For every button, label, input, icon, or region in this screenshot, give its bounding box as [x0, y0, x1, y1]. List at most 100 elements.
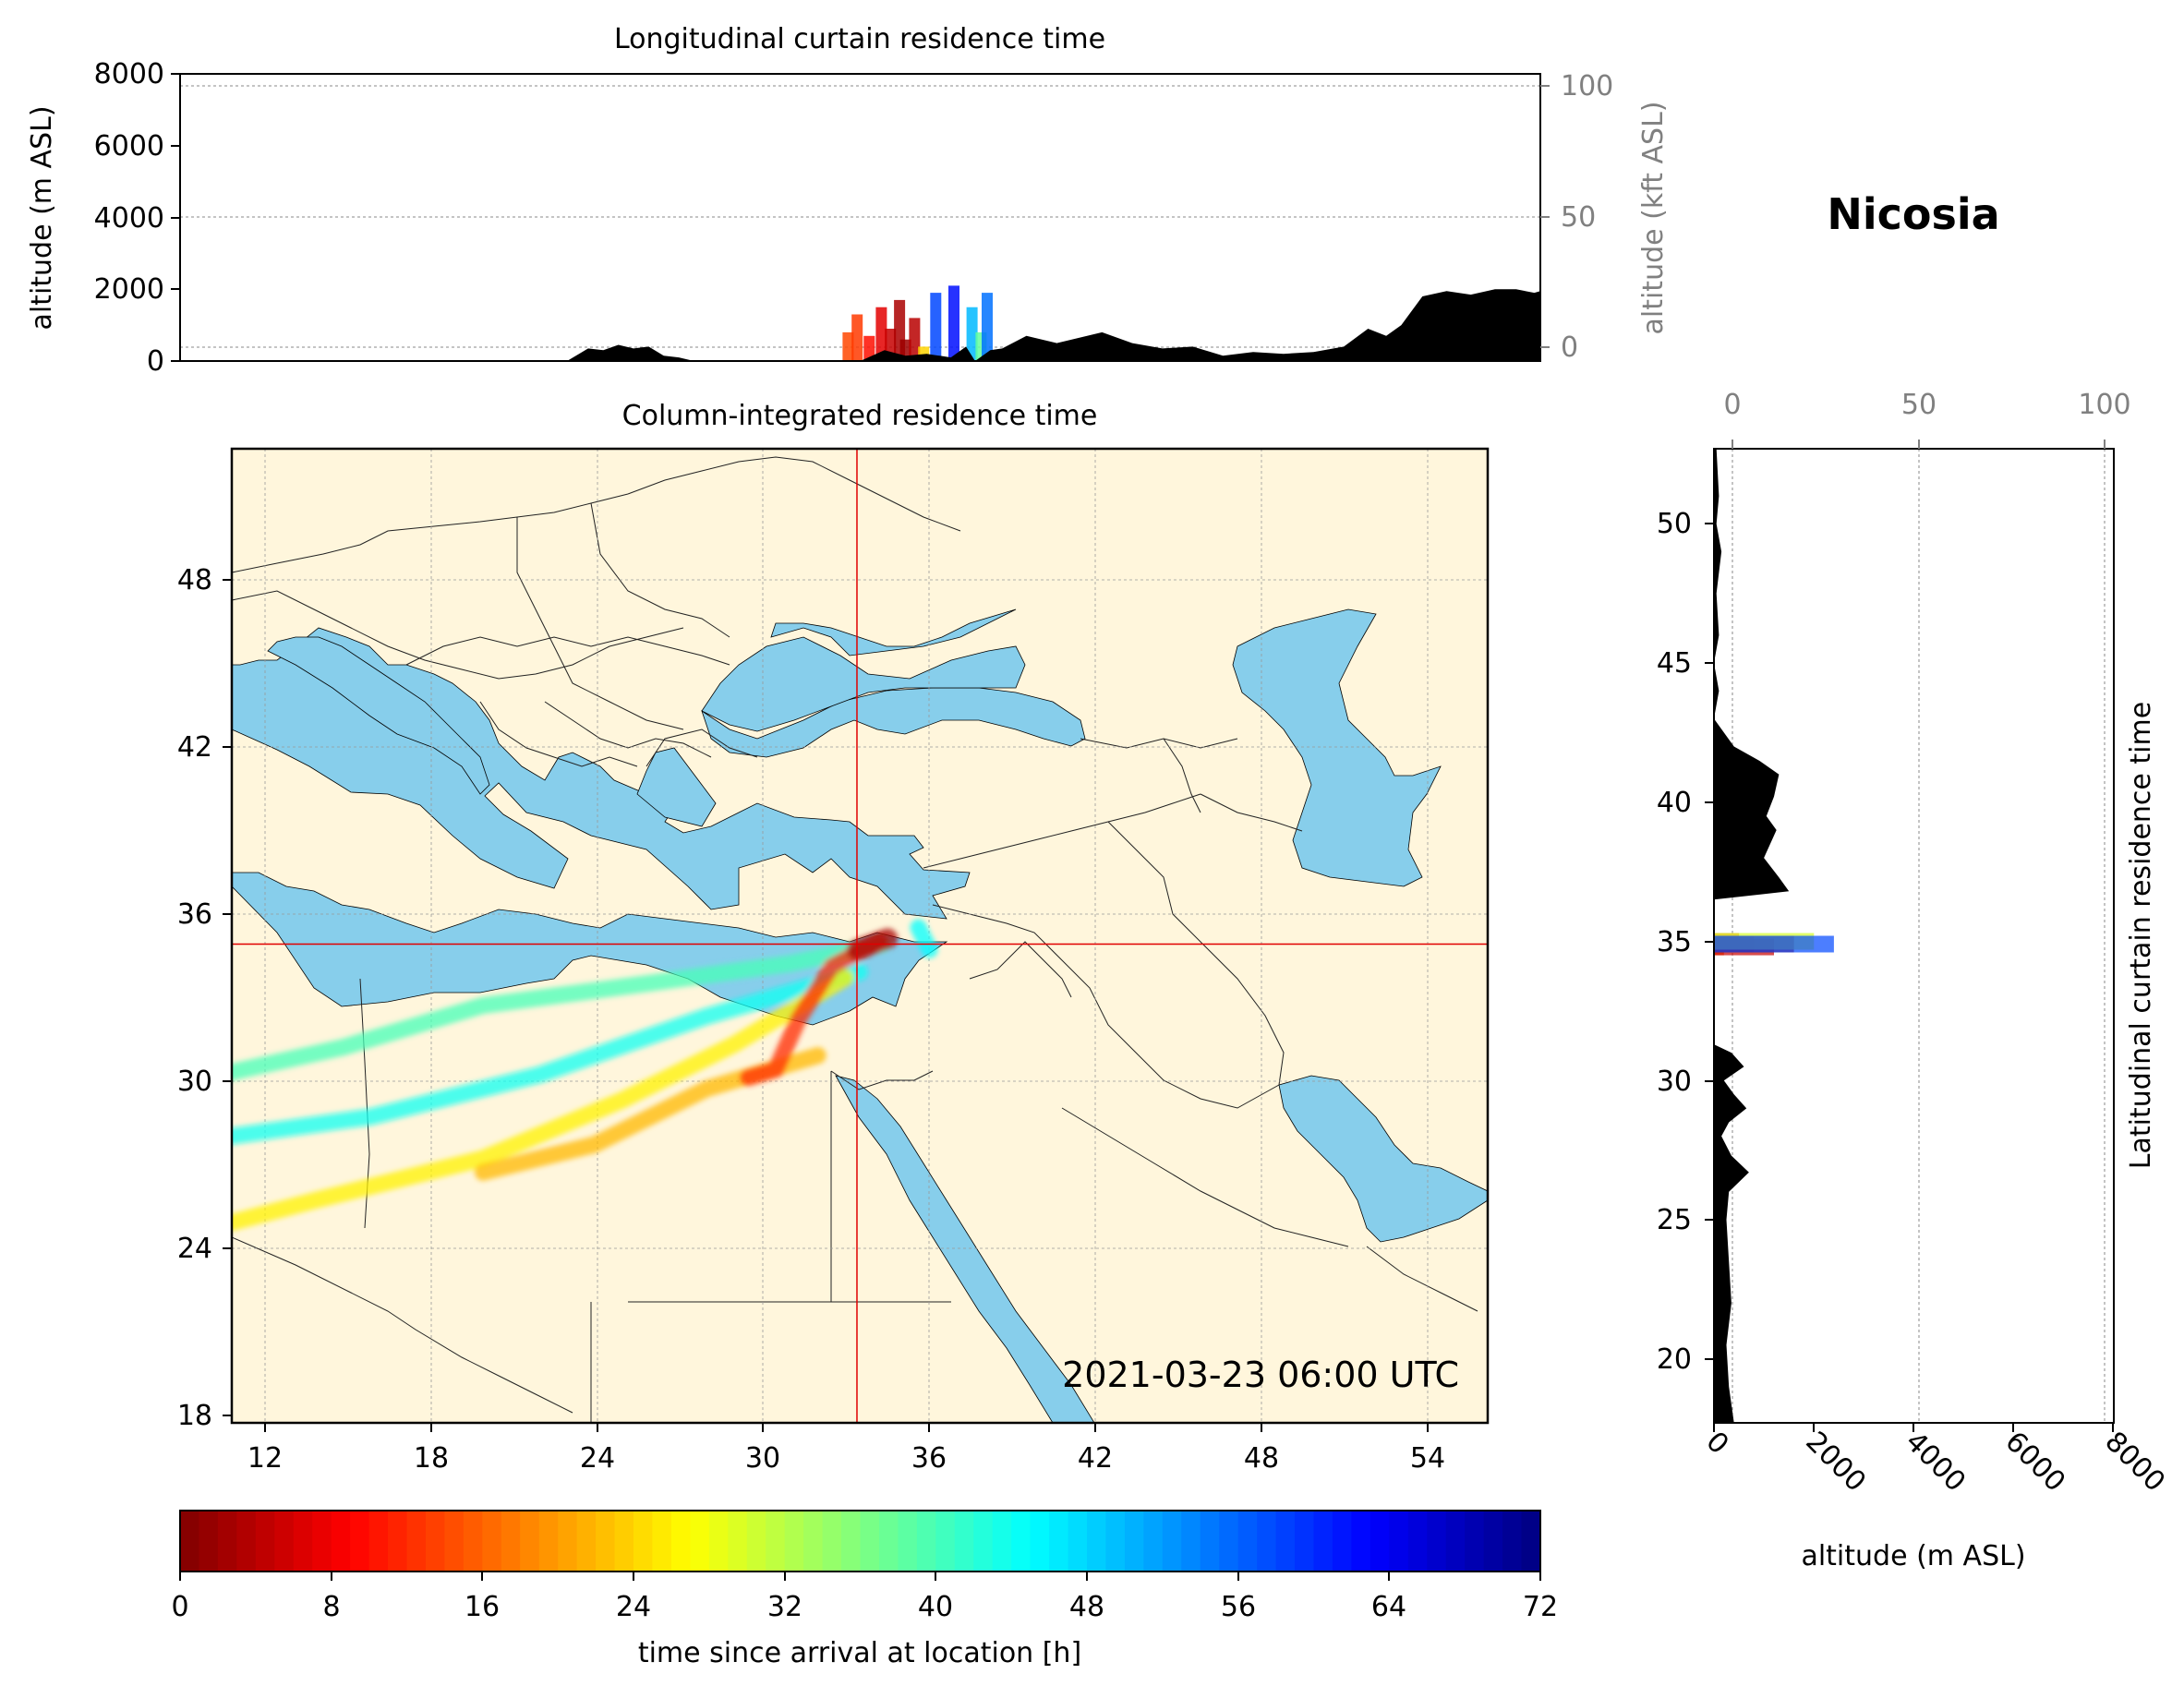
colorbar-cell [784, 1511, 804, 1572]
secondary-x-tick-label: 100 [2078, 389, 2130, 421]
colorbar-cell [935, 1511, 956, 1572]
secondary-x-tick-label: 0 [1723, 389, 1741, 421]
y-tick-label: 24 [177, 1233, 212, 1265]
colorbar-tick-label: 48 [1069, 1591, 1104, 1623]
residence-column [948, 285, 959, 361]
residence-plume [740, 933, 888, 1087]
colorbar-cell [1502, 1511, 1523, 1572]
colorbar-tick-label: 56 [1221, 1591, 1256, 1623]
colorbar-cell [501, 1511, 521, 1572]
x-tick-label: 36 [911, 1442, 947, 1475]
colorbar-cell [444, 1511, 465, 1572]
longitudinal-y-axis: 0 2000 4000 6000 8000 [94, 58, 180, 378]
residence-plume [232, 963, 868, 1145]
residence-plume [910, 919, 938, 958]
longitudinal-curtain-panel: Longitudinal curtain residence time 0 20… [26, 23, 1670, 378]
x-tick-label: 18 [414, 1442, 449, 1475]
y-tick-label: 36 [177, 898, 212, 931]
colorbar-cell [1200, 1511, 1220, 1572]
colorbar-cell [633, 1511, 654, 1572]
colorbar-cell [916, 1511, 936, 1572]
y-tick-label: 25 [1657, 1204, 1692, 1236]
adriatic-sea [267, 636, 490, 795]
colorbar-cell [463, 1511, 483, 1572]
colorbar-cell [180, 1511, 200, 1572]
colorbar-tick-label: 40 [918, 1591, 953, 1623]
country-borders [232, 456, 1478, 1423]
x-tick-label: 48 [1244, 1442, 1279, 1475]
longitudinal-curtain-title: Longitudinal curtain residence time [614, 23, 1105, 55]
y-tick-label: 2000 [94, 273, 164, 306]
colorbar-frame [179, 1510, 1541, 1572]
residence-plume [232, 935, 891, 1081]
y-tick-label: 6000 [94, 130, 164, 163]
y-tick-label: 30 [177, 1066, 212, 1098]
x-tick-label: 2000 [1799, 1426, 1872, 1499]
y-tick-label: 4000 [94, 202, 164, 235]
colorbar-tick-label: 8 [322, 1591, 340, 1623]
colorbar-cell [350, 1511, 370, 1572]
x-tick-label: 8000 [2098, 1426, 2171, 1499]
colorbar-tick-label: 32 [767, 1591, 802, 1623]
colorbar-cell [1427, 1511, 1447, 1572]
colorbar-cell [652, 1511, 672, 1572]
latitudinal-y-axis: 20 25 30 35 40 45 50 [1657, 508, 1714, 1376]
colorbar-cell [1465, 1511, 1485, 1572]
colorbar-cells [180, 1511, 1541, 1572]
colorbar-cell [1483, 1511, 1503, 1572]
longitudinal-gridlines [180, 85, 1540, 348]
colorbar-cell [520, 1511, 540, 1572]
red-sea [835, 1075, 1095, 1423]
colorbar-tick-label: 0 [171, 1591, 188, 1623]
colorbar-tick-label: 16 [465, 1591, 500, 1623]
timestamp-label: 2021-03-23 06:00 UTC [1062, 1355, 1459, 1395]
colorbar: 0 8 16 24 32 40 48 56 64 72 time since a… [171, 1510, 1558, 1669]
colorbar-cell [973, 1511, 994, 1572]
colorbar-cell [425, 1511, 446, 1572]
colorbar-cell [1011, 1511, 1032, 1572]
latitudinal-x-axis: 0 2000 4000 6000 8000 [1699, 1423, 2171, 1499]
colorbar-cell [1237, 1511, 1258, 1572]
y-tick-label: 48 [177, 564, 212, 596]
colorbar-cell [992, 1511, 1012, 1572]
residence-column [875, 307, 887, 361]
y-tick-label: 42 [177, 731, 212, 764]
colorbar-cell [1143, 1511, 1164, 1572]
colorbar-cell [1370, 1511, 1390, 1572]
colorbar-cell [746, 1511, 766, 1572]
y-tick-label: 8000 [94, 58, 164, 90]
colorbar-cell [1275, 1511, 1296, 1572]
colorbar-cell [255, 1511, 275, 1572]
caspian-sea [1232, 608, 1442, 887]
secondary-y-tick-label: 100 [1561, 70, 1613, 102]
colorbar-cell [199, 1511, 219, 1572]
y-tick-label: 30 [1657, 1066, 1692, 1098]
residence-column [842, 331, 854, 361]
longitudinal-y-axis-label: altitude (m ASL) [26, 105, 58, 330]
colorbar-cell [1181, 1511, 1201, 1572]
x-tick-label: 30 [745, 1442, 780, 1475]
residence-plumes [232, 919, 938, 1231]
colorbar-cell [1313, 1511, 1333, 1572]
y-tick-label: 40 [1657, 787, 1692, 819]
x-tick-label: 12 [247, 1442, 283, 1475]
map-title: Column-integrated residence time [622, 400, 1098, 432]
colorbar-cell [1105, 1511, 1126, 1572]
colorbar-cell [217, 1511, 237, 1572]
residence-plume [232, 969, 854, 1231]
location-title: Nicosia [1827, 189, 1999, 239]
colorbar-cell [558, 1511, 578, 1572]
latitudinal-x-axis-label: altitude (m ASL) [1801, 1540, 2025, 1572]
x-tick-label: 6000 [1998, 1426, 2071, 1499]
colorbar-cell [406, 1511, 427, 1572]
colorbar-cell [1407, 1511, 1428, 1572]
colorbar-cell [1049, 1511, 1069, 1572]
aegean-sea [636, 747, 717, 827]
map-gridlines [232, 449, 1488, 1423]
colorbar-cell [954, 1511, 974, 1572]
colorbar-cell [1162, 1511, 1182, 1572]
colorbar-cell [1068, 1511, 1088, 1572]
y-tick-label: 45 [1657, 647, 1692, 680]
x-tick-label: 24 [580, 1442, 615, 1475]
